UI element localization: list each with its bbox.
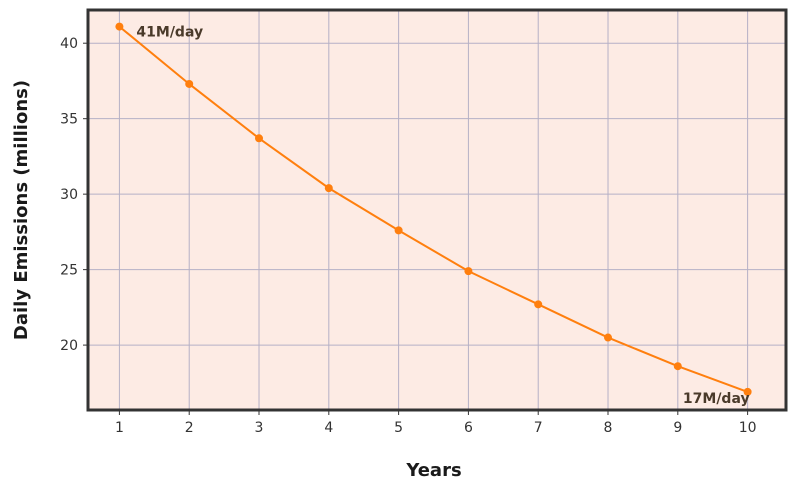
- data-points: [115, 22, 752, 396]
- data-point: [604, 333, 613, 342]
- data-point: [115, 22, 124, 31]
- data-point: [185, 79, 194, 88]
- x-tick-label: 8: [604, 420, 613, 436]
- data-point: [255, 134, 264, 143]
- x-tick-label: 3: [255, 420, 264, 436]
- x-tick-label: 5: [394, 420, 403, 436]
- y-axis-ticks: 20 25 30 35 40: [60, 36, 88, 354]
- annotation-label: 17M/day: [683, 391, 750, 407]
- y-tick-label: 30: [60, 187, 78, 203]
- y-axis-title: Daily Emissions (millions): [11, 80, 32, 340]
- x-axis-ticks: 1 2 3 4 5 6 7 8 9 10: [115, 410, 757, 436]
- plot-frame: [86, 8, 788, 412]
- x-tick-label: 6: [464, 420, 473, 436]
- x-tick-label: 4: [324, 420, 333, 436]
- data-point: [324, 184, 333, 193]
- y-tick-label: 25: [60, 263, 78, 279]
- y-tick-label: 40: [60, 36, 78, 52]
- data-point: [464, 267, 473, 276]
- y-tick-label: 35: [60, 112, 78, 128]
- grid-lines: [88, 10, 786, 410]
- data-point: [394, 226, 403, 235]
- data-point: [534, 300, 543, 309]
- annotations: 41M/day 17M/day: [136, 25, 749, 407]
- y-tick-label: 20: [60, 338, 78, 354]
- data-point: [673, 362, 682, 371]
- x-tick-label: 2: [185, 420, 194, 436]
- x-tick-label: 9: [673, 420, 682, 436]
- annotation-label: 41M/day: [136, 25, 203, 41]
- x-tick-label: 1: [115, 420, 124, 436]
- x-axis-title: Years: [405, 460, 461, 481]
- x-tick-label: 10: [739, 420, 757, 436]
- series-line: [118, 25, 748, 393]
- data-point: [743, 387, 752, 396]
- plot-area: [88, 10, 786, 410]
- x-tick-label: 7: [534, 420, 543, 436]
